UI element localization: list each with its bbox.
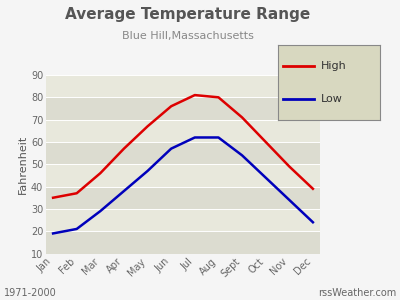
Bar	[46, 231, 320, 254]
Text: High: High	[321, 61, 346, 71]
Text: 1971-2000: 1971-2000	[4, 289, 57, 298]
Text: rssWeather.com: rssWeather.com	[318, 289, 396, 298]
Bar	[46, 209, 320, 231]
Bar	[46, 164, 320, 187]
Text: Low: Low	[321, 94, 343, 104]
Bar	[46, 142, 320, 164]
Text: Average Temperature Range: Average Temperature Range	[65, 8, 311, 22]
Bar	[46, 97, 320, 120]
Y-axis label: Fahrenheit: Fahrenheit	[18, 135, 28, 194]
Text: Blue Hill,Massachusetts: Blue Hill,Massachusetts	[122, 32, 254, 41]
Bar	[46, 75, 320, 97]
Bar	[46, 120, 320, 142]
Bar	[46, 187, 320, 209]
